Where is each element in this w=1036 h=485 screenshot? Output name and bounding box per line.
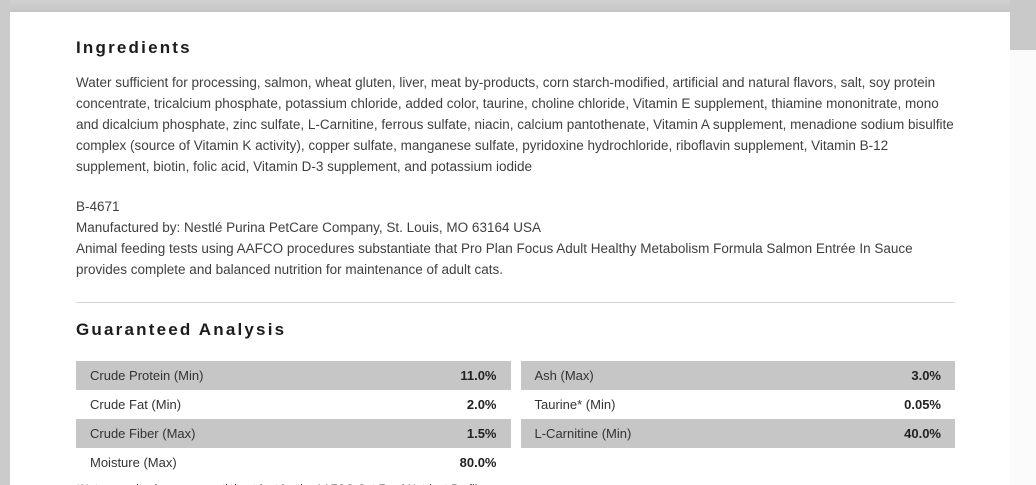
guaranteed-analysis-title: Guaranteed Analysis [76,320,287,339]
guaranteed-analysis-table: Crude Protein (Min) 11.0% Crude Fat (Min… [76,361,955,477]
nutrient-label: Crude Fat (Min) [90,397,182,412]
guaranteed-analysis-right-column: Ash (Max) 3.0% Taurine* (Min) 0.05% L-Ca… [520,361,955,448]
table-row: Crude Protein (Min) 11.0% [76,361,511,390]
product-code: B-4671 [76,199,120,214]
taurine-footnote: *Not recognized as an essential nutrient… [76,483,955,485]
nutrient-value: 80.0% [459,455,497,470]
section-divider [76,302,955,303]
ingredients-title: Ingredients [76,38,192,57]
nutrient-label: L-Carnitine (Min) [534,426,632,441]
table-row: Taurine* (Min) 0.05% [520,390,955,419]
nutrient-label: Ash (Max) [534,368,594,383]
table-row: Moisture (Max) 80.0% [76,448,511,477]
regulatory-block: B-4671 Manufactured by: Nestlé Purina Pe… [76,196,955,280]
page-top-gray-bar [0,0,1036,12]
nutrient-value: 1.5% [466,426,497,441]
table-row: Crude Fiber (Max) 1.5% [76,419,511,448]
table-row: Crude Fat (Min) 2.0% [76,390,511,419]
guaranteed-analysis-left-column: Crude Protein (Min) 11.0% Crude Fat (Min… [76,361,511,477]
nutrient-value: 2.0% [466,397,497,412]
aafco-statement: Animal feeding tests using AAFCO procedu… [76,241,913,277]
nutrient-label: Crude Protein (Min) [90,368,204,383]
content-card: Ingredients Water sufficient for process… [10,12,1010,485]
ingredients-section: Ingredients Water sufficient for process… [76,38,955,280]
nutrient-value: 0.05% [904,397,941,412]
nutrient-value: 11.0% [460,368,497,383]
nutrient-label: Taurine* (Min) [534,397,616,412]
nutrient-value: 3.0% [911,368,941,383]
manufacturer-line: Manufactured by: Nestlé Purina PetCare C… [76,220,541,235]
ingredients-list-text: Water sufficient for processing, salmon,… [76,75,954,174]
nutrient-label: Moisture (Max) [90,455,177,470]
nutrient-label: Crude Fiber (Max) [90,426,196,441]
table-row: Ash (Max) 3.0% [520,361,955,390]
table-row: L-Carnitine (Min) 40.0% [520,419,955,448]
page-left-gray-margin [0,0,10,485]
nutrient-value: 40.0% [904,426,941,441]
page-right-gray-margin [1010,0,1036,50]
guaranteed-analysis-section: Guaranteed Analysis Crude Protein (Min) … [76,320,955,485]
